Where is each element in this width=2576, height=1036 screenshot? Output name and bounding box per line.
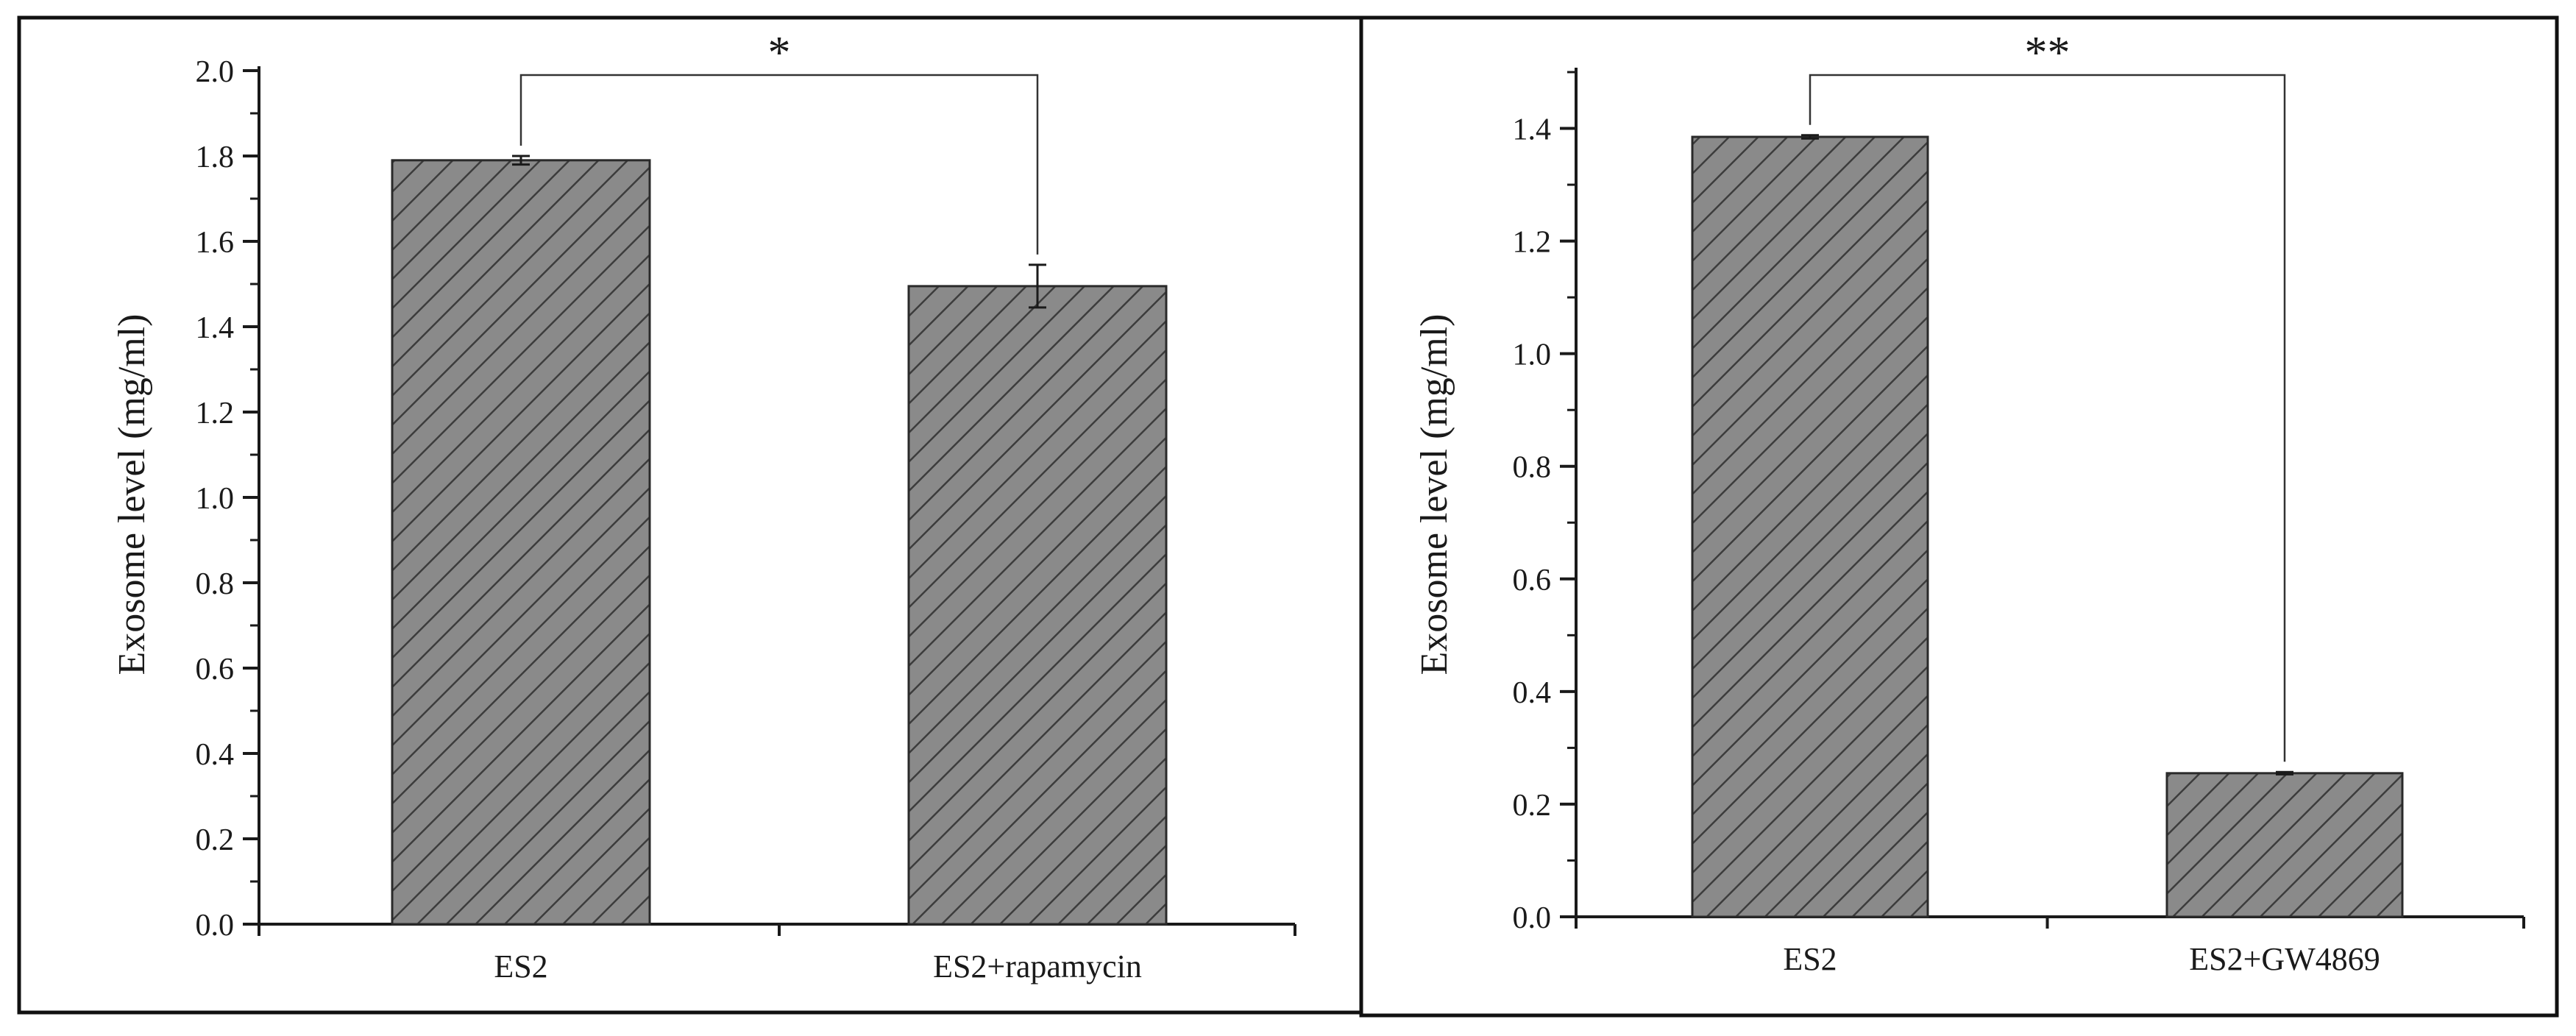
panel-1-y-tick-label: 1.0	[196, 482, 235, 516]
panel-1-y-tick-label: 0.8	[196, 567, 235, 601]
panel-2-y-tick-label: 0.6	[1513, 564, 1552, 597]
panel-2-y-tick-label: 1.0	[1513, 338, 1552, 372]
panel-1-y-axis-label: Exosome level (mg/ml)	[111, 313, 153, 675]
panel-1-y-tick-label: 0.6	[196, 653, 235, 686]
panel-2-border	[1359, 15, 2559, 1018]
panel-1-y-tick-label: 1.6	[196, 226, 235, 260]
panel-1-significance-bracket	[519, 74, 1039, 255]
panel-2-y-tick-label: 1.2	[1513, 226, 1552, 260]
panel-2-y-tick-label: 0.4	[1513, 676, 1552, 710]
panel-2-significance-bracket	[1809, 74, 2286, 762]
panel-2-bar	[1691, 135, 1929, 918]
panel-1-x-tick-label: ES2+rapamycin	[933, 948, 1142, 984]
panel-2-y-tick-label: 0.8	[1513, 451, 1552, 485]
panel-1-y-tick-label: 0.0	[196, 909, 235, 943]
panel-2-y-tick-label: 0.0	[1513, 901, 1552, 935]
chart-panel-1: 0.0 0.2 0.4 0.6 0.8 1.0 1.2 1.4 1.6 1.8 2.0 ES2 ES2+…	[17, 15, 1363, 1015]
panel-2-significance-mark: **	[2025, 28, 2071, 78]
panel-2-bar	[2165, 772, 2404, 918]
panel-1-bar	[391, 159, 651, 926]
panel-2-x-tick-label: ES2+GW4869	[2189, 941, 2380, 977]
panel-2-y-axis-label: Exosome level (mg/ml)	[1413, 313, 1455, 675]
panel-1-y-tick-label: 1.2	[196, 397, 235, 430]
panel-2-x-tick-label: ES2	[1783, 941, 1837, 977]
panel-2-y-tick-label: 0.2	[1513, 789, 1552, 823]
panel-1-y-tick-label: 0.2	[196, 823, 235, 857]
panel-1-y-tick-label: 1.4	[196, 311, 235, 345]
panel-1-y-tick-label: 0.4	[196, 738, 235, 772]
panel-1-significance-mark: *	[768, 28, 791, 78]
panel-1-x-tick-label: ES2	[494, 948, 547, 984]
panel-1-y-tick-label: 1.8	[196, 141, 235, 174]
panel-1-bar	[907, 285, 1168, 926]
panel-2-y-tick-label: 1.4	[1513, 113, 1552, 147]
panel-1-y-tick-label: 2.0	[196, 55, 235, 89]
